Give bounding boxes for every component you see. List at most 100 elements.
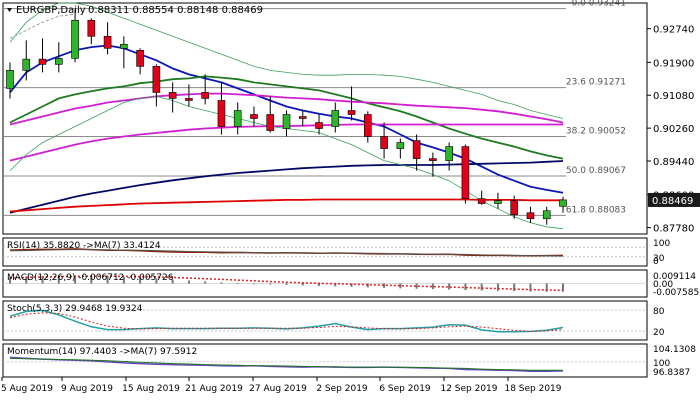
price-tick-label: 0.87780: [653, 224, 694, 235]
candle: [347, 86, 356, 121]
momentum-label: Momentum(14) 97.4403 ->MA(7) 97.5912: [7, 347, 197, 357]
candle: [526, 206, 535, 223]
moving-average-line-6: [9, 2, 564, 119]
macd-histogram-bar: [464, 283, 467, 291]
fib-level-label: 50.0 0.89067: [566, 166, 626, 176]
candle: [266, 96, 275, 133]
bear-candle-body: [526, 212, 535, 220]
macd-histogram-bar: [25, 276, 28, 284]
x-tick-label: 9 Aug 2019: [61, 384, 113, 394]
ohlc-readout: 0.88311 0.88554 0.88148 0.88469: [88, 5, 263, 16]
x-tick-label: 21 Aug 2019: [185, 384, 243, 394]
bull-candle-body: [54, 58, 63, 65]
candle: [38, 38, 47, 73]
bear-candle-body: [380, 136, 388, 149]
candle: [559, 196, 567, 213]
macd-histogram-bar: [334, 283, 337, 287]
bear-candle-body: [201, 92, 209, 99]
candle: [298, 110, 307, 127]
macd-histogram-bar: [122, 276, 125, 284]
moving-average-line-1: [9, 75, 564, 160]
candle: [412, 134, 421, 171]
x-tick-label: 5 Aug 2019: [1, 384, 53, 394]
bull-candle-body: [6, 70, 14, 89]
macd-histogram-bar: [562, 283, 564, 292]
indicator-panels: RSI(14) 35.8820 ->MA(7) 33.4124 100 300 MAC…: [2, 237, 699, 378]
macd-histogram-bar: [301, 283, 304, 286]
candle: [364, 111, 372, 143]
rsi-tick-label: 0: [653, 257, 659, 267]
rsi-panel: RSI(14) 35.8820 ->MA(7) 33.4124 100 300: [2, 237, 670, 267]
macd-histogram-bar: [220, 282, 223, 284]
candle: [331, 102, 340, 133]
stochastic-tick-label: 80: [653, 307, 665, 317]
macd-histogram-bar: [41, 275, 44, 284]
bull-candle-body: [396, 142, 405, 149]
bear-candle-body: [347, 110, 356, 115]
moving-average-line-5: [9, 198, 563, 213]
moving-average-line-0: [9, 44, 564, 194]
price-tick-label: 0.92740: [653, 25, 694, 36]
macd-label: MACD(12,26,9) -0.006712 -0.005726: [7, 273, 174, 283]
rsi-tick-label: 30: [653, 254, 665, 264]
candle: [168, 82, 177, 113]
candle: [152, 64, 161, 107]
macd-histogram-bar: [431, 283, 434, 290]
fib-level-label: 38.2 0.90052: [566, 126, 626, 136]
macd-panel: MACD(12,26,9) -0.006712 -0.005726 0.00911…: [2, 269, 699, 298]
candle: [510, 195, 519, 219]
moving-average-line-2: [9, 92, 564, 126]
price-tick-label: 0.90260: [653, 124, 694, 135]
fib-level-label: 23.6 0.91271: [566, 78, 626, 88]
macd-histogram-bar: [366, 283, 369, 288]
candle: [217, 82, 226, 135]
price-panel-frame: [2, 2, 648, 235]
moving-average-line-8: [9, 13, 76, 39]
macd-histogram-bar: [106, 276, 109, 284]
momentum-panel-frame: [2, 343, 648, 378]
rsi-label: RSI(14) 35.8820 ->MA(7) 33.4124: [7, 241, 161, 251]
momentum-line-1: [9, 357, 563, 371]
bear-candle-body: [87, 19, 96, 37]
macd-histogram-bar: [415, 283, 418, 289]
macd-histogram-bar: [204, 281, 207, 284]
bull-candle-body: [331, 110, 340, 127]
macd-histogram-bar: [90, 275, 93, 284]
candle: [494, 192, 502, 209]
candle: [6, 62, 14, 99]
candles: [6, 9, 567, 225]
price-axis: 0.927400.919000.910800.902600.894400.886…: [647, 25, 700, 235]
candle: [22, 40, 31, 81]
macd-histogram-bar: [252, 283, 255, 285]
stochastic-tick-label: 20: [653, 328, 665, 338]
stochastic-line-0: [9, 309, 564, 333]
price-tick-label: 0.91080: [653, 91, 694, 102]
bear-candle-body: [477, 198, 486, 204]
moving-average-line-4: [9, 160, 564, 214]
candle: [380, 122, 388, 159]
price-panel: 0.0 0.93241 23.6 0.91271 38.2 0.90052 50.0 …: [2, 0, 700, 235]
x-tick-label: 2 Sep 2019: [316, 384, 368, 394]
bear-candle-body: [412, 140, 421, 159]
candle: [542, 206, 551, 225]
bear-candle-body: [38, 58, 47, 65]
moving-averages: [9, 2, 564, 230]
triangle-down-icon[interactable]: [7, 8, 12, 12]
price-tick-label: 0.91900: [653, 58, 694, 69]
momentum-panel: Momentum(14) 97.4403 ->MA(7) 97.5912 104.…: [2, 343, 696, 378]
bear-candle-body: [315, 122, 323, 129]
candle: [282, 110, 291, 137]
bear-candle-body: [510, 200, 519, 216]
macd-histogram-bar: [350, 283, 353, 287]
candle: [461, 144, 470, 204]
macd-histogram-bar: [285, 283, 288, 285]
macd-histogram-bar: [480, 283, 483, 291]
bear-candle-body: [429, 158, 437, 161]
bull-candle-body: [559, 199, 567, 207]
x-tick-label: 15 Aug 2019: [122, 384, 180, 394]
x-tick-label: 12 Sep 2019: [440, 384, 497, 394]
candle: [71, 9, 79, 63]
bull-candle-body: [120, 44, 128, 49]
candle: [54, 42, 63, 73]
bear-candle-body: [461, 146, 470, 200]
